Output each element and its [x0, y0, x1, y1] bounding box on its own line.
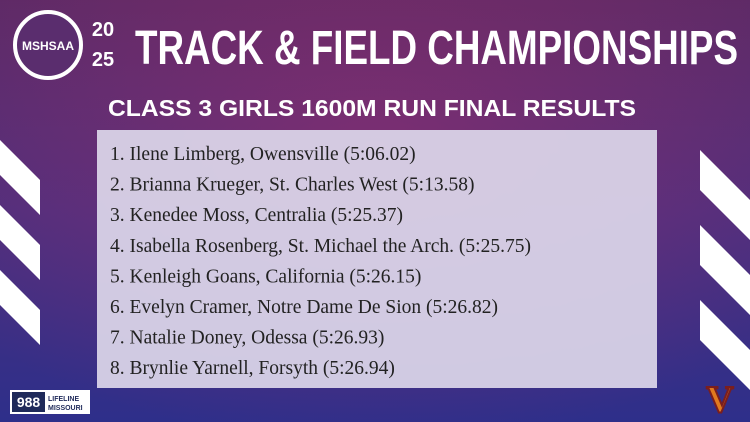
badge-number: 988 — [17, 394, 41, 410]
result-line: 2. Brianna Krueger, St. Charles West (5:… — [110, 175, 474, 196]
title: TRACK & FIELD CHAMPIONSHIPS — [135, 22, 738, 75]
subtitle: CLASS 3 GIRLS 1600M RUN FINAL RESULTS — [108, 95, 636, 121]
result-line: 4. Isabella Rosenberg, St. Michael the A… — [110, 236, 531, 257]
year: 25 — [92, 49, 114, 71]
year: 20 — [92, 19, 114, 41]
results-panel — [97, 130, 657, 388]
right-stripes — [700, 150, 750, 390]
result-line: 8. Brynlie Yarnell, Forsyth (5:26.94) — [110, 358, 395, 379]
badge-text: LIFELINE — [48, 396, 79, 403]
result-line: 3. Kenedee Moss, Centralia (5:25.37) — [110, 205, 403, 226]
corner-logo: V — [706, 379, 734, 421]
result-line: 7. Natalie Doney, Odessa (5:26.93) — [110, 328, 384, 349]
logo-text: MSHSAA — [22, 39, 74, 53]
badge-text: MISSOURI — [48, 405, 83, 412]
badge-number-box — [12, 392, 45, 412]
result-line: 1. Ilene Limberg, Owensville (5:06.02) — [110, 144, 416, 165]
left-stripes — [0, 140, 40, 345]
result-line: 6. Evelyn Cramer, Notre Dame De Sion (5:… — [110, 297, 498, 318]
results-list: 1. Ilene Limberg, Owensville (5:06.02) 2.… — [110, 144, 531, 379]
result-line: 5. Kenleigh Goans, California (5:26.15) — [110, 266, 421, 287]
logo — [13, 10, 83, 80]
